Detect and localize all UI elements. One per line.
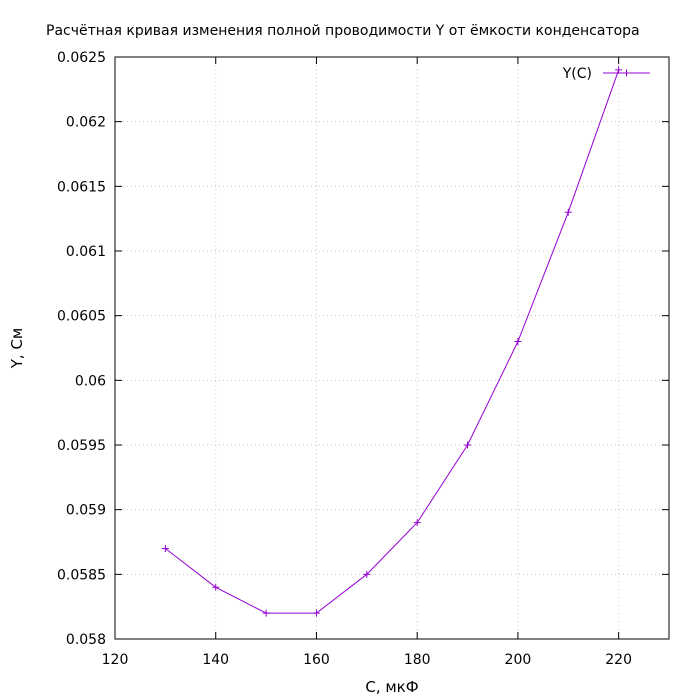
data-point xyxy=(514,338,522,346)
data-point xyxy=(212,583,220,591)
x-axis-label: C, мкФ xyxy=(365,678,418,696)
y-tick-label: 0.0595 xyxy=(57,438,106,454)
x-tick-label: 180 xyxy=(404,652,431,668)
data-point xyxy=(413,519,421,527)
grid xyxy=(115,57,669,639)
plot-frame xyxy=(114,56,670,640)
data-point xyxy=(161,544,169,552)
y-tick-label: 0.0585 xyxy=(57,567,106,583)
legend-marker xyxy=(623,69,630,77)
y-tick-label: 0.061 xyxy=(66,244,106,260)
y-tick-label: 0.06 xyxy=(75,373,106,389)
x-tick-label: 200 xyxy=(505,652,532,668)
x-tick-label: 220 xyxy=(605,652,632,668)
chart-title: Расчётная кривая изменения полной провод… xyxy=(46,23,640,39)
data-point xyxy=(615,66,623,74)
legend-label: Y(C) xyxy=(562,66,592,82)
data-point xyxy=(464,441,472,449)
series-line xyxy=(165,69,620,614)
series-layer xyxy=(161,66,623,617)
y-tick-label: 0.0605 xyxy=(57,309,106,325)
data-point xyxy=(262,609,270,617)
legend-key xyxy=(603,69,650,77)
x-tick-label: 120 xyxy=(102,652,129,668)
y-tick-label: 0.059 xyxy=(66,503,106,519)
data-point xyxy=(564,208,572,216)
data-point xyxy=(312,609,320,617)
y-tick-label: 0.058 xyxy=(66,632,106,648)
y-tick-label: 0.0625 xyxy=(57,50,106,66)
x-tick-label: 160 xyxy=(303,652,330,668)
data-point xyxy=(363,570,371,578)
x-tick-label: 140 xyxy=(202,652,229,668)
y-tick-label: 0.0615 xyxy=(57,179,106,195)
legend: Y(C) xyxy=(562,66,650,82)
y-axis-label: Y, См xyxy=(8,328,26,370)
y-tick-label: 0.062 xyxy=(66,115,106,131)
axis-ticks: 120 140 160 180 200 220 0.058 0.0585 0.059 0.0595… xyxy=(57,50,669,668)
